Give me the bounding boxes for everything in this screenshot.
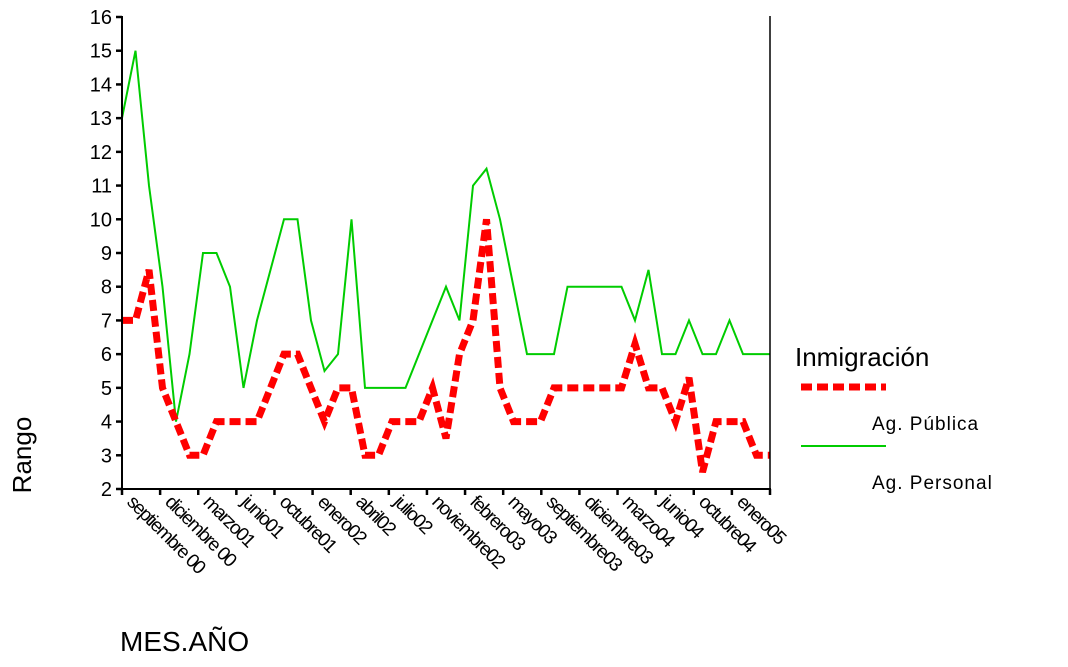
y-tick-label: 5	[101, 378, 112, 400]
series-line-ag-publica	[122, 218, 770, 474]
legend: Inmigración Ag. Pública Ag. Personal	[795, 342, 993, 494]
y-tick-label: 14	[90, 74, 112, 96]
y-tick-label: 9	[101, 243, 112, 265]
y-tick-label: 8	[101, 277, 112, 299]
y-tick-label: 7	[101, 310, 112, 332]
legend-label-ag-publica: Ag. Pública	[872, 414, 979, 435]
y-tick-label: 13	[90, 108, 112, 130]
legend-label-ag-personal: Ag. Personal	[872, 473, 993, 494]
y-tick-label: 11	[91, 176, 112, 198]
x-axis-title: MES.AÑO	[120, 626, 249, 657]
y-tick-label: 12	[90, 142, 112, 164]
legend-title: Inmigración	[795, 342, 929, 372]
y-tick-label: 4	[101, 412, 112, 434]
y-tick-label: 3	[101, 445, 112, 467]
y-tick-label: 16	[90, 7, 112, 29]
y-tick-label: 2	[101, 479, 112, 501]
series-line-ag-personal	[121, 50, 770, 422]
x-tick-label-julio02: julio02	[389, 491, 437, 539]
y-tick-label: 10	[90, 209, 112, 231]
y-tick-label: 15	[90, 41, 112, 63]
plot-lines	[121, 50, 770, 474]
y-axis-title: Rango	[7, 417, 37, 494]
y-tick-label: 6	[101, 344, 112, 366]
